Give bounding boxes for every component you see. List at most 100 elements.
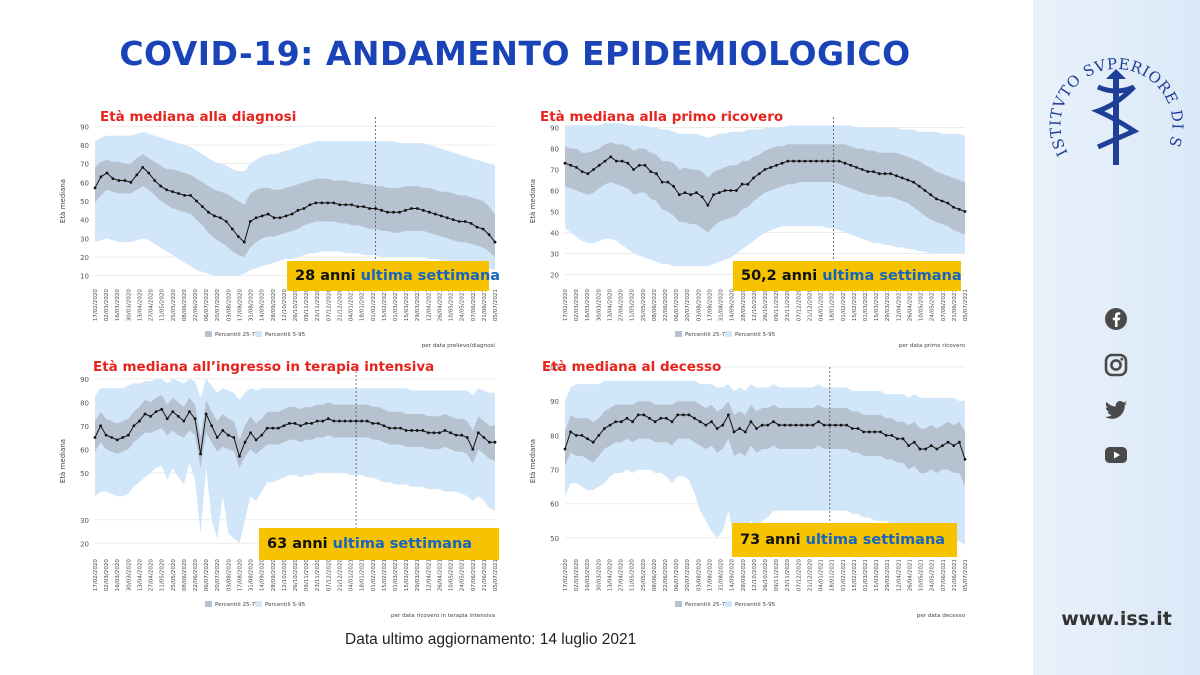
x-tick-label: 21/06/2021: [952, 289, 958, 322]
legend-label: Percentili 25-75: [215, 602, 259, 608]
data-point: [693, 416, 696, 420]
legend-swatch-5-95: [725, 331, 732, 337]
data-point: [918, 447, 922, 451]
x-tick-label: 21/12/2020: [337, 289, 343, 322]
data-point: [354, 419, 358, 423]
x-tick-label: 14/09/2020: [730, 559, 736, 592]
data-point: [302, 207, 306, 210]
data-point: [580, 170, 584, 173]
data-point: [788, 423, 792, 427]
x-tick-label: 06/07/2020: [674, 559, 680, 592]
site-url[interactable]: www.iss.it: [1061, 608, 1172, 630]
data-point: [165, 417, 169, 421]
x-tick-label: 09/11/2020: [304, 559, 310, 592]
x-tick-label: 13/04/2020: [607, 559, 613, 592]
x-tick-label: 07/12/2020: [326, 289, 332, 322]
data-point: [224, 220, 228, 223]
youtube-link[interactable]: [1093, 438, 1139, 472]
x-tick-label: 12/10/2020: [752, 559, 758, 592]
x-tick-label: 12/10/2020: [282, 289, 288, 322]
data-point: [723, 189, 727, 192]
data-point: [374, 207, 377, 210]
data-point: [399, 426, 402, 430]
x-tick-label: 09/11/2020: [774, 559, 780, 592]
legend-label: Percentili 5-95: [265, 602, 306, 608]
data-point: [493, 240, 497, 244]
data-point: [591, 440, 595, 444]
x-tick-label: 17/08/2020: [707, 289, 713, 322]
x-tick-label: 21/12/2020: [337, 559, 343, 592]
data-point: [421, 429, 425, 432]
data-point: [695, 191, 698, 194]
data-point: [877, 172, 881, 176]
data-point: [631, 420, 635, 424]
x-tick-label: 28/09/2020: [271, 289, 277, 322]
data-point: [304, 422, 308, 425]
legend-label: Percentili 5-95: [265, 332, 306, 338]
data-point: [278, 216, 282, 220]
chart-panel-icu: 20 30 50 60 70 80 90 Età mediana 17/02/2020 02/03…: [45, 355, 505, 620]
x-tick-label: 26/10/2020: [293, 559, 299, 592]
x-tick-label: 30/03/2020: [596, 559, 602, 592]
x-tick-label: 24/05/2021: [460, 289, 466, 322]
page-title: COVID-19: ANDAMENTO EPIDEMIOLOGICO: [119, 34, 911, 73]
y-tick-label: 70: [550, 467, 559, 475]
x-tick-label: 12/10/2020: [752, 289, 758, 322]
facebook-link[interactable]: [1093, 302, 1139, 336]
instagram-link[interactable]: [1093, 348, 1139, 382]
data-point: [929, 193, 933, 197]
data-point: [457, 220, 461, 223]
data-point: [681, 413, 685, 417]
x-tick-label: 15/02/2021: [852, 289, 858, 322]
legend-swatch-5-95: [255, 331, 262, 337]
x-tick-label: 30/03/2020: [596, 289, 602, 322]
x-tick-label: 06/07/2020: [674, 289, 680, 322]
data-point: [721, 423, 725, 427]
x-tick-label: 17/08/2020: [237, 559, 243, 592]
data-point: [93, 436, 97, 439]
data-point: [805, 423, 809, 427]
data-point: [376, 422, 380, 425]
x-tick-label: 15/03/2021: [874, 559, 880, 592]
x-tick-label: 07/06/2021: [471, 289, 477, 322]
x-tick-label: 16/03/2020: [115, 559, 121, 592]
data-point: [344, 203, 348, 207]
x-tick-label: 10/05/2021: [919, 559, 925, 592]
data-point: [811, 423, 815, 427]
data-point: [735, 189, 738, 192]
data-point: [105, 171, 109, 175]
x-tick-label: 05/07/2021: [963, 289, 969, 322]
legend-label: Percentili 25-75: [685, 602, 729, 608]
data-point: [138, 419, 141, 423]
x-tick-label: 26/10/2020: [763, 559, 769, 592]
data-point: [215, 436, 219, 439]
data-point: [941, 444, 944, 448]
x-tick-label: 23/11/2020: [315, 289, 321, 322]
x-tick-label: 01/03/2021: [393, 559, 399, 592]
data-point: [349, 419, 352, 423]
data-point: [415, 429, 419, 432]
data-point: [569, 430, 573, 434]
data-point: [380, 208, 383, 212]
y-tick-label: 40: [80, 217, 89, 225]
data-point: [426, 431, 430, 435]
y-axis-label: Età mediana: [529, 179, 537, 223]
x-tick-label: 25/05/2020: [641, 559, 647, 592]
x-tick-label: 21/06/2021: [952, 559, 958, 592]
data-point: [226, 433, 230, 437]
data-point: [410, 429, 414, 432]
x-tick-label: 14/09/2020: [260, 289, 266, 322]
data-point: [828, 423, 832, 427]
x-tick-label: 03/08/2020: [696, 289, 702, 322]
data-point: [717, 191, 721, 194]
y-tick-label: 70: [80, 423, 89, 431]
x-tick-label: 21/12/2020: [807, 559, 813, 592]
x-tick-label: 29/03/2021: [885, 559, 891, 592]
data-point: [615, 159, 618, 163]
data-point: [321, 419, 325, 423]
data-point: [710, 420, 713, 424]
twitter-link[interactable]: [1093, 393, 1139, 427]
data-point: [743, 430, 747, 434]
data-point: [574, 433, 578, 437]
legend-label: Percentili 5-95: [735, 332, 776, 338]
